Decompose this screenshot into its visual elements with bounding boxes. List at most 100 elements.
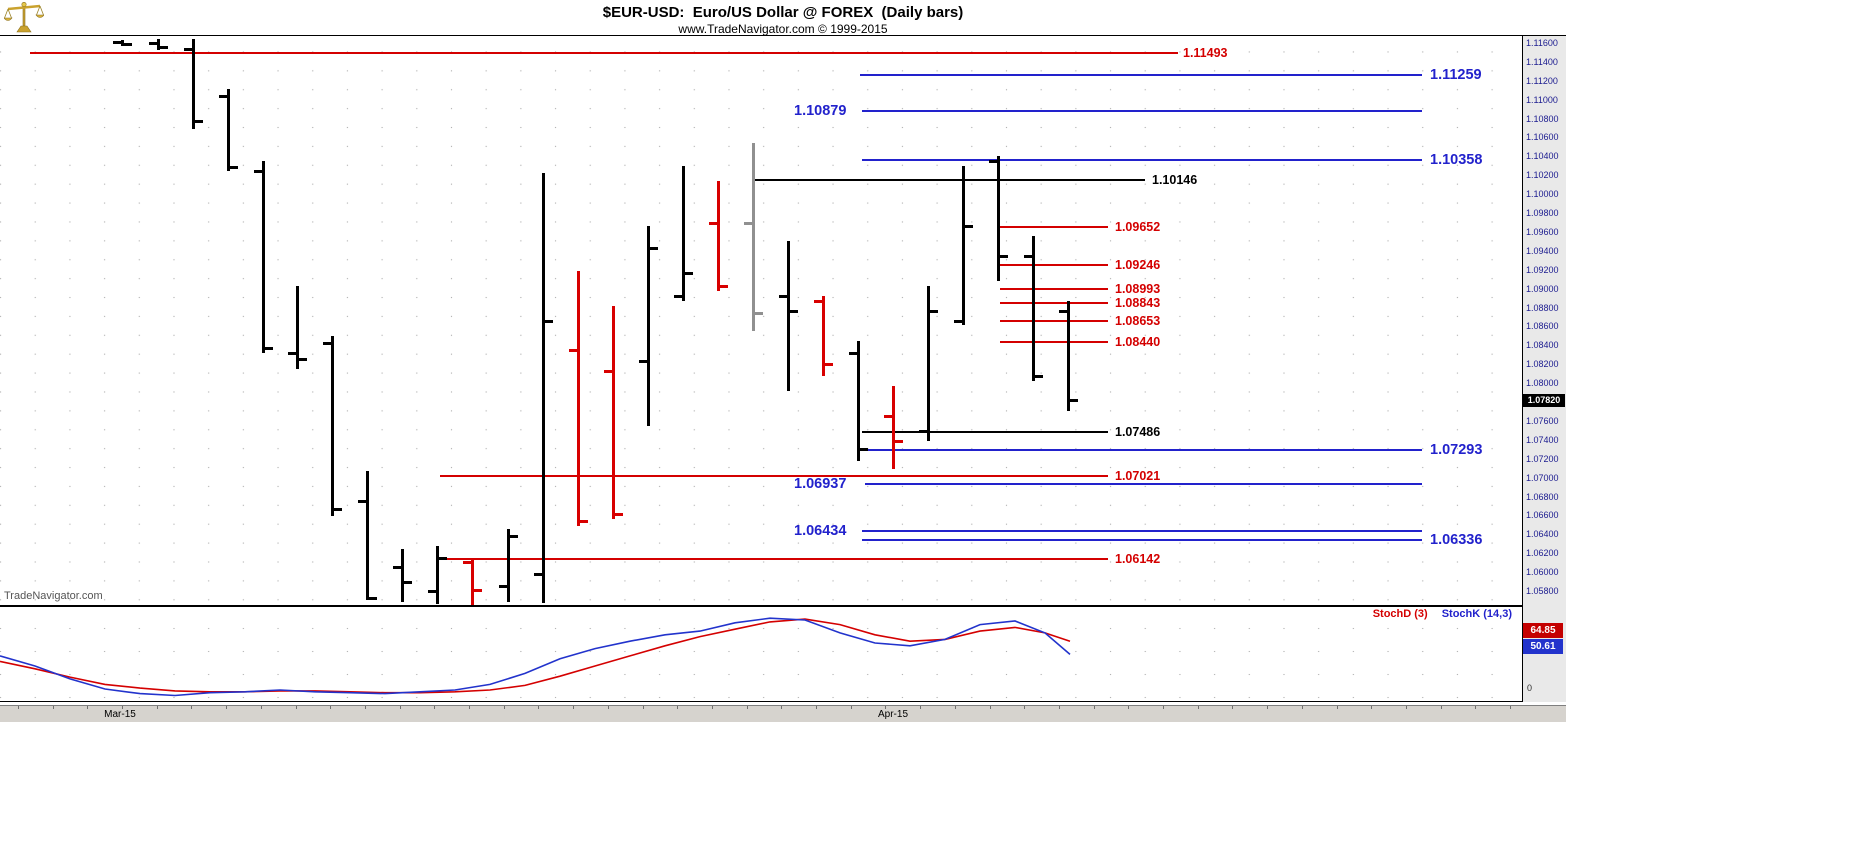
close-tick — [1070, 399, 1078, 403]
time-axis-tick — [364, 706, 366, 709]
trade-navigator-logo — [3, 1, 45, 34]
open-tick — [323, 341, 331, 345]
close-tick — [860, 448, 868, 452]
time-axis-tick — [191, 706, 193, 709]
close-tick — [265, 347, 273, 351]
time-axis-tick — [538, 706, 540, 709]
price-level-label: 1.08843 — [1115, 296, 1161, 311]
time-axis[interactable]: Mar-15 Apr-15 — [0, 705, 1566, 722]
ohlc-bar — [927, 285, 930, 441]
stoch-line-d — [0, 618, 1071, 694]
price-level-label: 1.08440 — [1115, 334, 1161, 349]
close-tick — [195, 120, 203, 124]
ohlc-bar — [892, 385, 895, 470]
close-tick — [545, 319, 553, 323]
support-resistance-line — [1000, 302, 1108, 305]
stoch-d-value-badge: 64.85 — [1523, 623, 1563, 638]
price-axis-label: 1.10200 — [1526, 170, 1559, 181]
time-axis-tick — [816, 706, 817, 709]
time-axis-tick — [1475, 706, 1477, 709]
price-level-label: 1.06142 — [1115, 551, 1161, 566]
time-axis-tick — [677, 706, 679, 709]
ohlc-bar — [857, 340, 860, 461]
stoch-k-label[interactable]: StochK (14,3) — [1441, 608, 1512, 620]
open-tick — [989, 160, 997, 164]
price-chart-plot[interactable]: TradeNavigator.com 1.11493 1.11259 1.10879… — [0, 35, 1522, 606]
time-axis-tick — [1371, 706, 1373, 709]
time-axis-tick — [1232, 706, 1234, 709]
ohlc-bar — [227, 89, 230, 171]
price-axis-label: 1.09400 — [1526, 245, 1559, 256]
price-axis-label: 1.11000 — [1526, 94, 1558, 105]
close-tick — [615, 512, 623, 516]
support-resistance-line — [862, 448, 1422, 451]
stochastic-lines — [0, 617, 1071, 697]
open-tick — [779, 295, 787, 299]
price-axis-label: 1.06000 — [1526, 567, 1559, 578]
price-axis-label: 1.11200 — [1526, 75, 1558, 86]
close-tick — [895, 439, 903, 443]
time-axis-tick — [920, 706, 922, 709]
time-axis-label: Mar-15 — [104, 709, 136, 720]
stoch-line-k — [0, 617, 1071, 697]
price-axis-label: 1.07200 — [1526, 453, 1559, 464]
price-axis[interactable]: 1.07820 1.11600 1.11400 1.11200 1.11000 1.10… — [1522, 35, 1566, 702]
time-axis-tick — [746, 706, 748, 709]
time-axis-tick — [642, 706, 644, 709]
ohlc-bar — [612, 305, 615, 520]
time-axis-tick — [1405, 706, 1407, 709]
ohlc-bar — [436, 545, 439, 605]
open-tick — [499, 585, 507, 589]
ohlc-bar — [577, 270, 580, 526]
price-axis-label: 1.07400 — [1526, 434, 1559, 445]
open-tick — [1059, 310, 1067, 314]
price-level-label: 1.11493 — [1183, 46, 1228, 61]
close-tick — [930, 310, 938, 314]
price-axis-label: 1.06200 — [1526, 548, 1559, 559]
close-tick — [474, 589, 482, 593]
open-tick — [254, 169, 262, 173]
ohlc-bar — [542, 173, 545, 604]
close-tick — [1035, 374, 1043, 378]
price-level-label: 1.09652 — [1115, 220, 1161, 235]
price-axis-label: 1.06600 — [1526, 510, 1559, 521]
ohlc-bar — [682, 165, 685, 301]
time-axis-tick — [260, 706, 262, 709]
time-axis-tick — [781, 706, 783, 709]
support-resistance-line — [860, 74, 1422, 77]
time-axis-tick — [295, 706, 297, 709]
price-level-label: 1.08993 — [1115, 282, 1161, 297]
open-tick — [219, 94, 227, 98]
price-level-label: 1.06434 — [794, 523, 847, 540]
time-axis-tick — [989, 706, 991, 709]
support-resistance-line — [862, 539, 1422, 542]
ohlc-bar — [192, 39, 195, 129]
ohlc-bar — [262, 161, 265, 353]
time-axis-tick — [469, 706, 470, 709]
price-axis-label: 1.06400 — [1526, 529, 1559, 540]
support-resistance-line — [865, 482, 1422, 485]
price-level-label: 1.10358 — [1430, 152, 1483, 169]
time-axis-tick — [1024, 706, 1026, 709]
price-axis-label: 1.08600 — [1526, 321, 1559, 332]
chart-window: $EUR-USD: Euro/US Dollar @ FOREX (Daily … — [0, 0, 1566, 722]
close-tick — [334, 507, 342, 511]
stoch-k-value-badge: 50.61 — [1523, 639, 1563, 654]
price-axis-label: 1.09800 — [1526, 208, 1559, 219]
time-axis-tick — [122, 706, 123, 709]
price-level-label: 1.07293 — [1430, 441, 1483, 458]
close-tick — [439, 556, 447, 560]
time-axis-tick — [226, 706, 228, 709]
time-axis-tick — [87, 706, 89, 709]
ohlc-bar — [507, 528, 510, 603]
price-axis-label: 1.11600 — [1526, 38, 1558, 48]
open-tick — [744, 221, 752, 225]
price-axis-label: 1.06800 — [1526, 491, 1559, 502]
open-tick — [604, 369, 612, 373]
support-resistance-line — [862, 430, 1108, 433]
ohlc-bar — [822, 296, 825, 376]
stochastic-panel[interactable] — [0, 606, 1522, 702]
open-tick — [358, 500, 366, 504]
open-tick — [814, 299, 822, 303]
stoch-d-label[interactable]: StochD (3) — [1372, 608, 1428, 620]
